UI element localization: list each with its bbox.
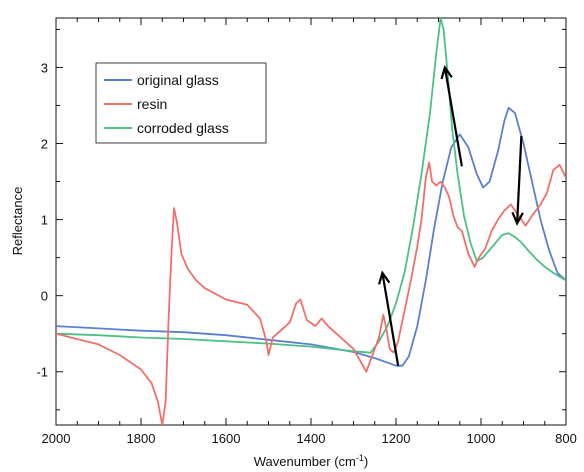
x-tick-label: 1800 [127, 431, 156, 446]
annotation-arrow-shaft [443, 67, 463, 167]
legend-label-original-glass: original glass [137, 72, 219, 88]
y-tick-label: -1 [36, 365, 48, 380]
annotation-arrow-head [511, 211, 524, 226]
y-tick-label: 2 [41, 137, 48, 152]
x-tick-label: 1400 [297, 431, 326, 446]
legend-label-resin: resin [137, 96, 167, 112]
annotation-arrow-shaft [381, 272, 400, 366]
x-axis-label: Wavenumber (cm-1) [254, 453, 368, 469]
series-line-corroded-glass [56, 18, 566, 354]
legend: original glass resin corroded glass [95, 62, 267, 144]
x-tick-label: 1600 [212, 431, 241, 446]
x-tick-label: 1200 [382, 431, 411, 446]
x-axis: 2000 1800 1600 1400 1200 1000 800 [42, 18, 577, 446]
arrow-layer [378, 64, 524, 366]
series-line-resin [56, 161, 566, 425]
annotation-arrow-head [440, 64, 453, 80]
annotation-arrow-head [378, 270, 391, 285]
legend-label-corroded-glass: corroded glass [137, 120, 229, 136]
annotation-arrow-shaft [516, 135, 523, 224]
x-tick-label: 2000 [42, 431, 71, 446]
y-axis-label: Reflectance [10, 187, 25, 256]
y-tick-label: 0 [41, 289, 48, 304]
x-tick-label: 1000 [467, 431, 496, 446]
x-tick-label: 800 [555, 431, 577, 446]
y-tick-label: 3 [41, 60, 48, 75]
y-tick-label: 1 [41, 213, 48, 228]
